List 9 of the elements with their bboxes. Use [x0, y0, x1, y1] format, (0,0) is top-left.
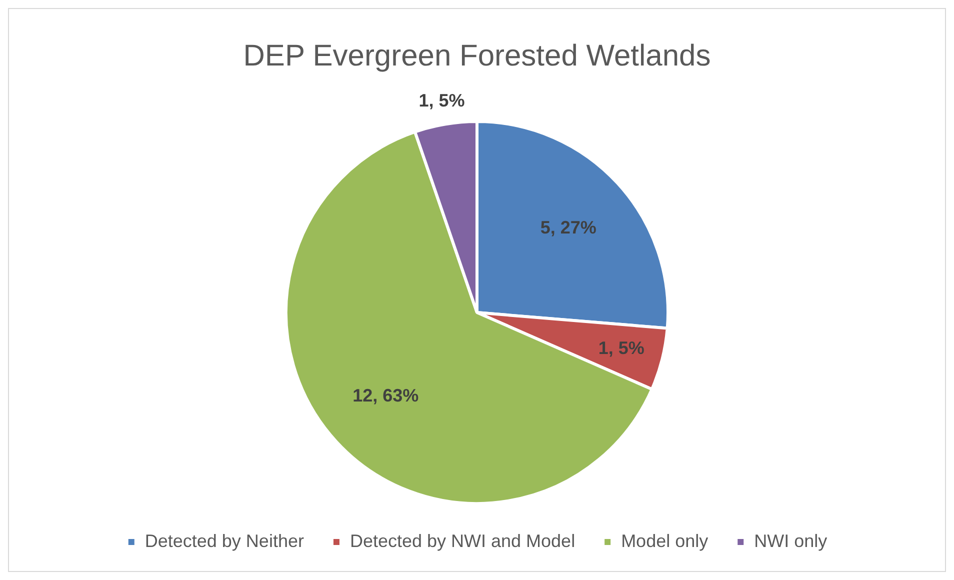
data-label: 12, 63%: [352, 386, 419, 406]
legend-label: Model only: [621, 530, 708, 551]
data-label: 1, 5%: [418, 90, 465, 110]
data-label: 5, 27%: [540, 217, 596, 238]
legend-label: Detected by NWI and Model: [350, 530, 576, 551]
legend-label: Detected by Neither: [144, 530, 304, 551]
legend-label: NWI only: [754, 530, 828, 551]
chart-title: DEP Evergreen Forested Wetlands: [243, 39, 711, 72]
data-label: 1, 5%: [598, 338, 644, 358]
